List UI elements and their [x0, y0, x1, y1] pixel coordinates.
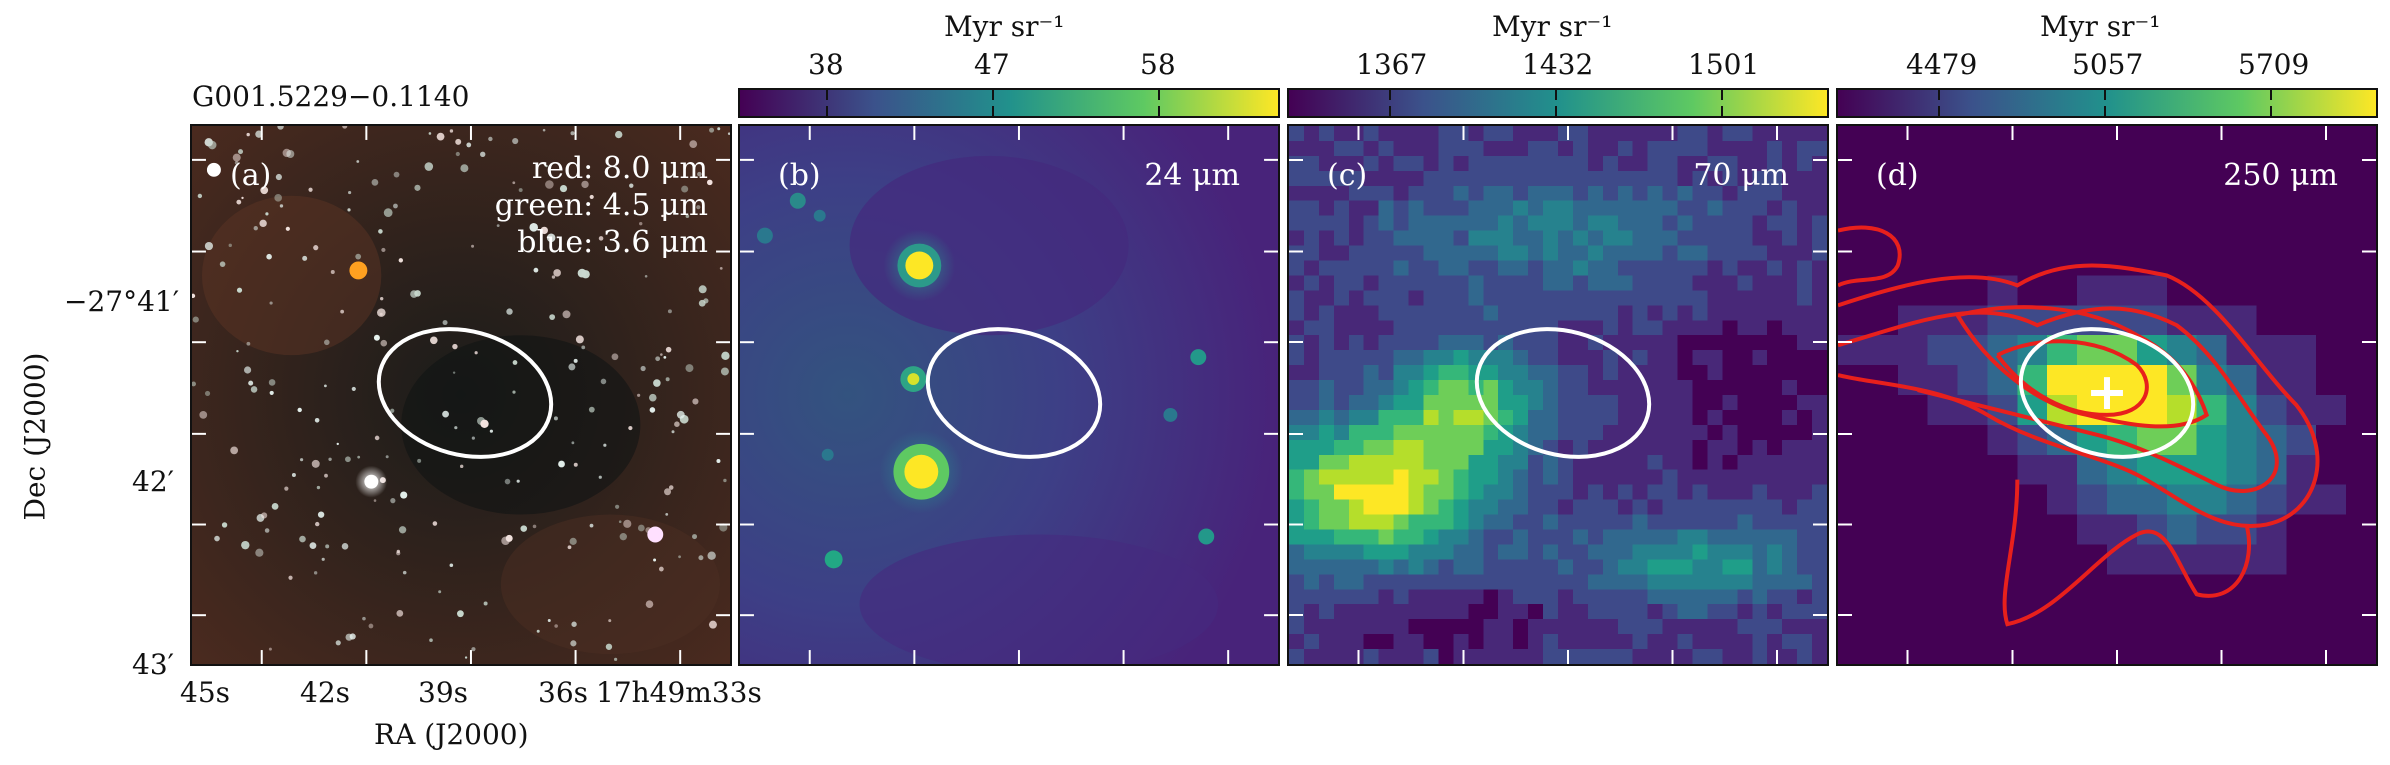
colorbar-c-tick-1: 1432 — [1522, 48, 1594, 81]
colorbar-b-unit: Myr sr⁻¹ — [944, 10, 1065, 43]
colorbar-d-tick-2: 5709 — [2238, 48, 2310, 81]
colorbar-b-tick-1: 47 — [974, 48, 1010, 81]
panel-c-70um-image: (c) 70 μm — [1287, 124, 1829, 666]
colorbar-c-unit: Myr sr⁻¹ — [1492, 10, 1613, 43]
legend-blue: blue: 3.6 μm — [517, 225, 708, 260]
panel-a-label: (a) — [230, 158, 272, 193]
legend-red: red: 8.0 μm — [531, 151, 708, 186]
peak-cross-icon — [2091, 377, 2123, 409]
x-tick-label-45s: 45s — [180, 676, 230, 709]
panel-b-canvas — [740, 126, 1278, 664]
panel-c-canvas — [1289, 126, 1827, 664]
source-name: G001.5229−0.1140 — [192, 80, 470, 113]
panel-d-contours — [1838, 225, 2320, 627]
colorbar-d — [1836, 88, 2378, 118]
colorbar-c-tick-2: 1501 — [1688, 48, 1760, 81]
colorbar-d-unit: Myr sr⁻¹ — [2040, 10, 2161, 43]
panel-b-24um-image: (b) 24 μm — [738, 124, 1280, 666]
panel-d-label: (d) — [1876, 158, 1919, 193]
x-tick-label-36s: 36s — [538, 676, 588, 709]
x-tick-label-33s: 17h49m33s — [596, 676, 762, 709]
colorbar-d-tick-1: 5057 — [2072, 48, 2144, 81]
x-tick-label-39s: 39s — [418, 676, 468, 709]
y-axis-label: Dec (J2000) — [18, 352, 52, 521]
panel-d-250um-image: (d) 250 μm — [1836, 124, 2378, 666]
panel-c-wavelength: 70 μm — [1693, 158, 1789, 193]
panel-c-label: (c) — [1327, 158, 1368, 193]
x-axis-label: RA (J2000) — [374, 718, 529, 751]
colorbar-d-tick-0: 4479 — [1906, 48, 1978, 81]
y-tick-label-43: 43′ — [132, 648, 174, 681]
panel-b-label: (b) — [778, 158, 821, 193]
legend-green: green: 4.5 μm — [494, 188, 708, 223]
colorbar-b — [738, 88, 1280, 118]
y-tick-label-42: 42′ — [132, 465, 174, 498]
panel-b-wavelength: 24 μm — [1144, 158, 1240, 193]
panel-a-rgb-image: (a) red: 8.0 μm green: 4.5 μm blue: 3.6 … — [190, 124, 732, 666]
x-tick-label-42s: 42s — [300, 676, 350, 709]
panel-a-legend: red: 8.0 μm green: 4.5 μm blue: 3.6 μm — [495, 150, 708, 261]
colorbar-c — [1287, 88, 1829, 118]
colorbar-b-tick-0: 38 — [808, 48, 844, 81]
colorbar-c-tick-0: 1367 — [1356, 48, 1428, 81]
colorbar-b-tick-2: 58 — [1140, 48, 1176, 81]
panel-d-canvas — [1838, 126, 2376, 664]
panel-a-canvas — [192, 126, 730, 664]
y-tick-label-41: −27°41′ — [64, 285, 180, 318]
panel-d-wavelength: 250 μm — [2223, 158, 2338, 193]
